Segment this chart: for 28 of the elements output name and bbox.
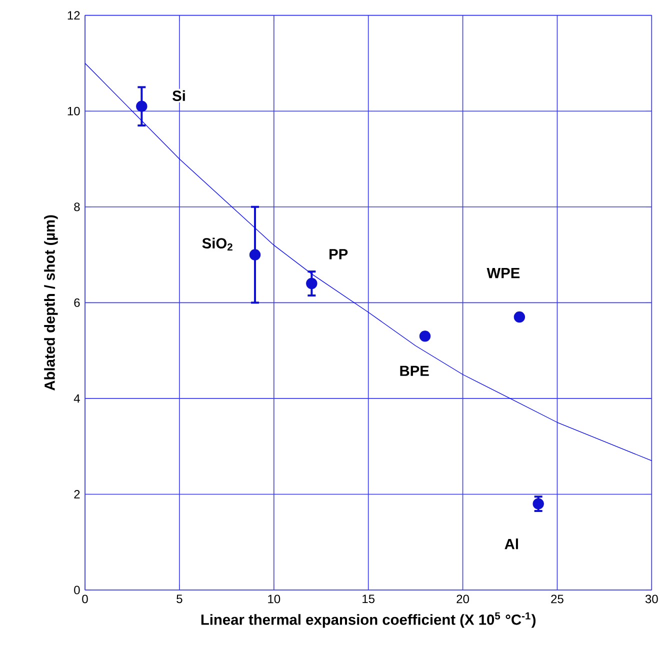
y-tick-label: 6 xyxy=(74,298,80,307)
point xyxy=(249,249,261,260)
x-tick-label: 0 xyxy=(82,594,88,604)
point xyxy=(306,278,318,290)
y-tick-label: 0 xyxy=(74,586,80,594)
x-tick-label: 5 xyxy=(176,594,182,604)
x-axis-title: Linear thermal expansion coefficient (X 10$^{5}$ °C$^{-1}$) xyxy=(201,612,536,628)
y-tick-label: 10 xyxy=(68,106,80,116)
x-tick-label: 25 xyxy=(551,594,564,604)
annotation: SiO$_{2}$ xyxy=(202,238,232,251)
y-tick-label: 2 xyxy=(74,490,80,498)
point xyxy=(514,311,526,323)
point xyxy=(419,330,431,342)
y-tick-label: 8 xyxy=(74,202,80,212)
point xyxy=(532,498,544,510)
y-tick-label: 4 xyxy=(74,394,80,403)
annotation: BPE xyxy=(400,366,429,376)
annotation: Si xyxy=(172,90,185,102)
x-tick-label: 30 xyxy=(645,594,658,604)
annotation: WPE xyxy=(486,268,520,278)
point xyxy=(136,100,148,112)
x-tick-label: 20 xyxy=(456,594,469,604)
y-axis-title: Ablated depth / shot (µm) xyxy=(44,215,58,390)
annotation: PP xyxy=(330,249,348,260)
x-tick-label: 10 xyxy=(268,594,280,604)
annotation: Al xyxy=(504,538,518,550)
x-tick-label: 15 xyxy=(362,594,375,604)
y-tick-label: 12 xyxy=(68,11,80,20)
